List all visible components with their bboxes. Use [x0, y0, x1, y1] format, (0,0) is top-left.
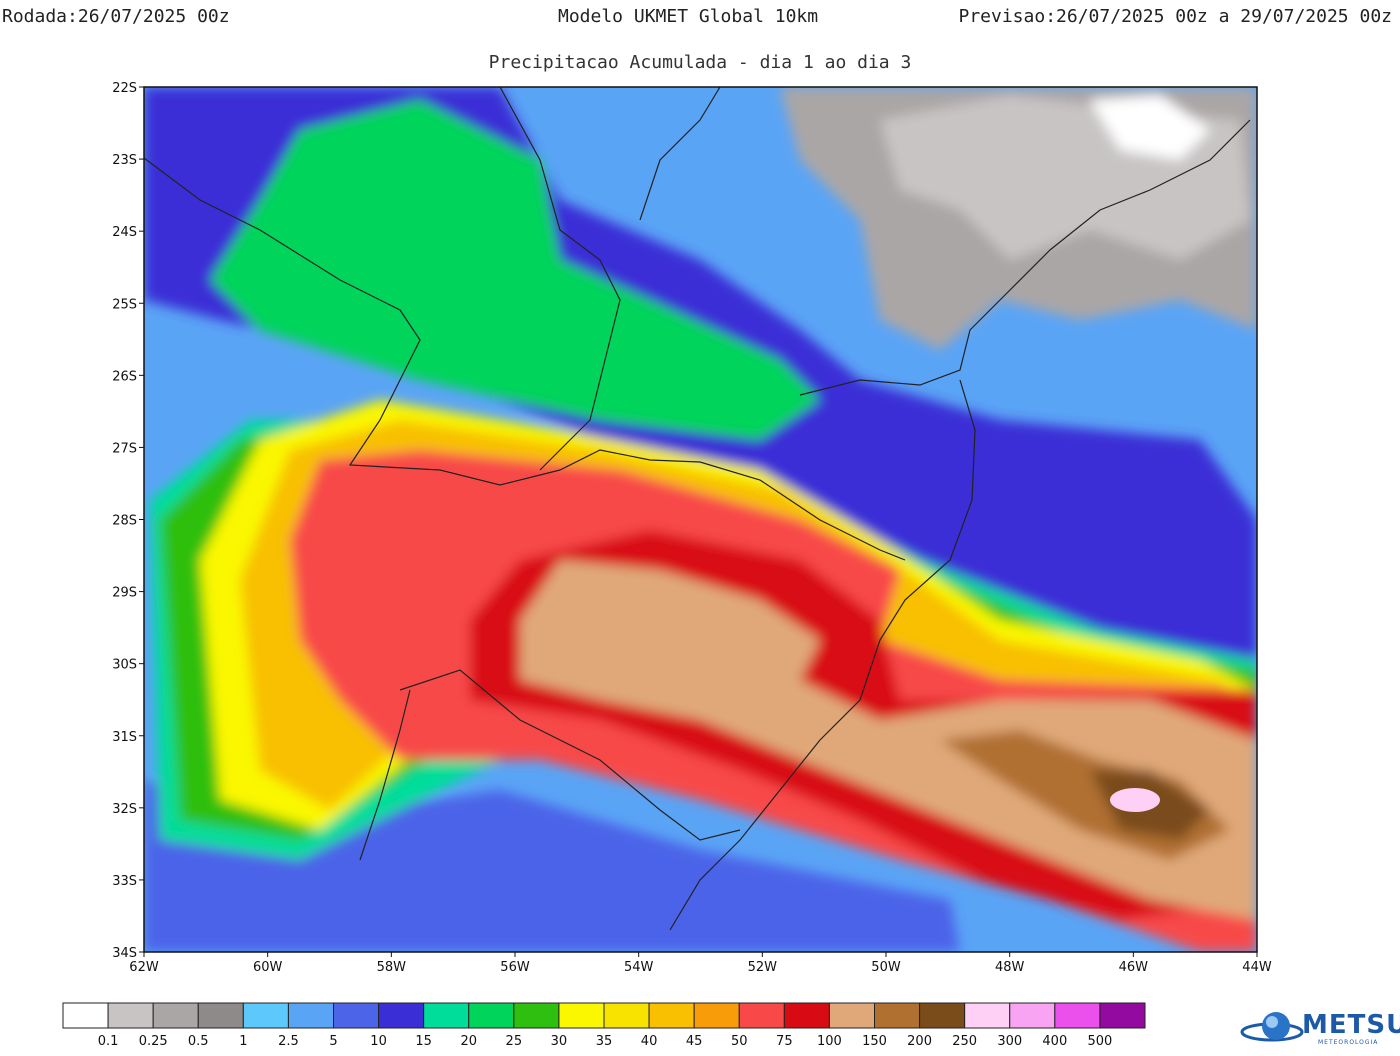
legend-threshold-label: 50: [731, 1034, 748, 1049]
legend-threshold-label: 30: [551, 1034, 568, 1049]
legend-swatch: [738, 1002, 785, 1029]
lon-tick-label: 58W: [377, 960, 407, 975]
metsul-logo: METSUL METEOROLOGIA: [1234, 1006, 1400, 1052]
lat-tick-label: 31S: [112, 730, 137, 745]
legend-threshold-label: 20: [460, 1034, 477, 1049]
run-label: Rodada:: [2, 6, 78, 27]
logo-text: METSUL: [1302, 1010, 1400, 1040]
legend-swatch: [603, 1002, 650, 1029]
legend-threshold-label: 35: [596, 1034, 613, 1049]
legend-threshold-label: 0.5: [188, 1034, 209, 1049]
legend-swatch: [648, 1002, 695, 1029]
legend-swatch: [107, 1002, 154, 1029]
lon-tick-label: 46W: [1119, 960, 1149, 975]
lat-tick-label: 23S: [112, 153, 137, 168]
legend-threshold-label: 15: [415, 1034, 432, 1049]
logo-subtext: METEOROLOGIA: [1318, 1039, 1379, 1046]
lon-tick-label: 56W: [500, 960, 530, 975]
model-title: Modelo UKMET Global 10km: [558, 6, 819, 27]
legend-swatch: [874, 1002, 921, 1029]
precipitation-map: 22S23S24S25S26S27S28S29S30S31S32S33S34S …: [112, 81, 1272, 975]
lon-tick-label: 44W: [1242, 960, 1272, 975]
legend-swatch: [62, 1002, 109, 1029]
legend-swatch: [919, 1002, 966, 1029]
legend-threshold-label: 45: [686, 1034, 703, 1049]
legend-threshold-label: 5: [329, 1034, 337, 1049]
legend-swatch: [378, 1002, 425, 1029]
legend-swatch: [1099, 1002, 1146, 1029]
legend-threshold-label: 150: [862, 1034, 887, 1049]
legend-swatch: [242, 1002, 289, 1029]
lat-tick-label: 32S: [112, 802, 137, 817]
legend-swatch: [1054, 1002, 1101, 1029]
lat-tick-label: 27S: [112, 441, 137, 456]
legend-threshold-label: 2.5: [278, 1034, 299, 1049]
legend-swatch: [783, 1002, 830, 1029]
legend-swatch: [1009, 1002, 1056, 1029]
lat-tick-label: 28S: [112, 514, 137, 529]
globe-icon: [1240, 1012, 1304, 1042]
forecast-value: 26/07/2025 00z a 29/07/2025 00z: [1056, 6, 1392, 27]
lon-tick-label: 62W: [129, 960, 159, 975]
legend-swatch: [558, 1002, 605, 1029]
forecast-period-label: Previsao:26/07/2025 00z a 29/07/2025 00z: [959, 6, 1393, 27]
legend-swatch: [287, 1002, 334, 1029]
legend-threshold-label: 100: [817, 1034, 842, 1049]
forecast-label: Previsao:: [958, 6, 1057, 27]
legend-threshold-label: 200: [907, 1034, 932, 1049]
legend-swatch: [828, 1002, 876, 1029]
legend-swatch: [152, 1002, 199, 1029]
lat-tick-label: 34S: [112, 946, 137, 961]
legend-threshold-label: 300: [997, 1034, 1022, 1049]
legend-threshold-label: 400: [1042, 1034, 1067, 1049]
legend-swatch: [964, 1002, 1011, 1029]
legend-threshold-label: 250: [952, 1034, 977, 1049]
run-date-label: Rodada:26/07/2025 00z: [2, 6, 230, 27]
lat-tick-label: 29S: [112, 586, 137, 601]
legend-swatch: [468, 1002, 515, 1029]
run-value: 26/07/2025 00z: [77, 6, 230, 27]
map-subtitle: Precipitacao Acumulada - dia 1 ao dia 3: [488, 52, 912, 73]
lon-tick-label: 52W: [748, 960, 778, 975]
precip-field: [144, 87, 1257, 952]
lon-tick-label: 60W: [253, 960, 283, 975]
legend-threshold-label: 40: [641, 1034, 658, 1049]
legend-threshold-label: 0.25: [139, 1034, 168, 1049]
legend-threshold-label: 1: [239, 1034, 247, 1049]
legend-swatch: [693, 1002, 740, 1029]
legend-swatch: [423, 1002, 470, 1029]
latitude-axis: 22S 23S 24S 25S 26S 27S 28S 29S 30S 31S 32S 33S 34S: [112, 81, 144, 961]
lon-tick-label: 54W: [624, 960, 654, 975]
lat-tick-label: 24S: [112, 225, 137, 240]
legend-threshold-label: 25: [506, 1034, 523, 1049]
lat-tick-label: 22S: [112, 81, 137, 96]
legend-threshold-label: 10: [370, 1034, 387, 1049]
legend-threshold-label: 500: [1088, 1034, 1113, 1049]
lat-tick-label: 25S: [112, 297, 137, 312]
longitude-axis: 62W 60W 58W 56W 54W 52W 50W 48W 46W 44W: [129, 952, 1272, 975]
lat-tick-label: 33S: [112, 874, 137, 889]
legend-threshold-label: 0.1: [98, 1034, 119, 1049]
legend-threshold-label: 75: [776, 1034, 793, 1049]
legend-swatch: [333, 1002, 380, 1029]
legend-swatch: [197, 1002, 244, 1029]
lat-tick-label: 30S: [112, 658, 137, 673]
lon-tick-label: 50W: [871, 960, 901, 975]
legend-swatch: [513, 1002, 560, 1029]
lon-tick-label: 48W: [995, 960, 1025, 975]
lat-tick-label: 26S: [112, 369, 137, 384]
